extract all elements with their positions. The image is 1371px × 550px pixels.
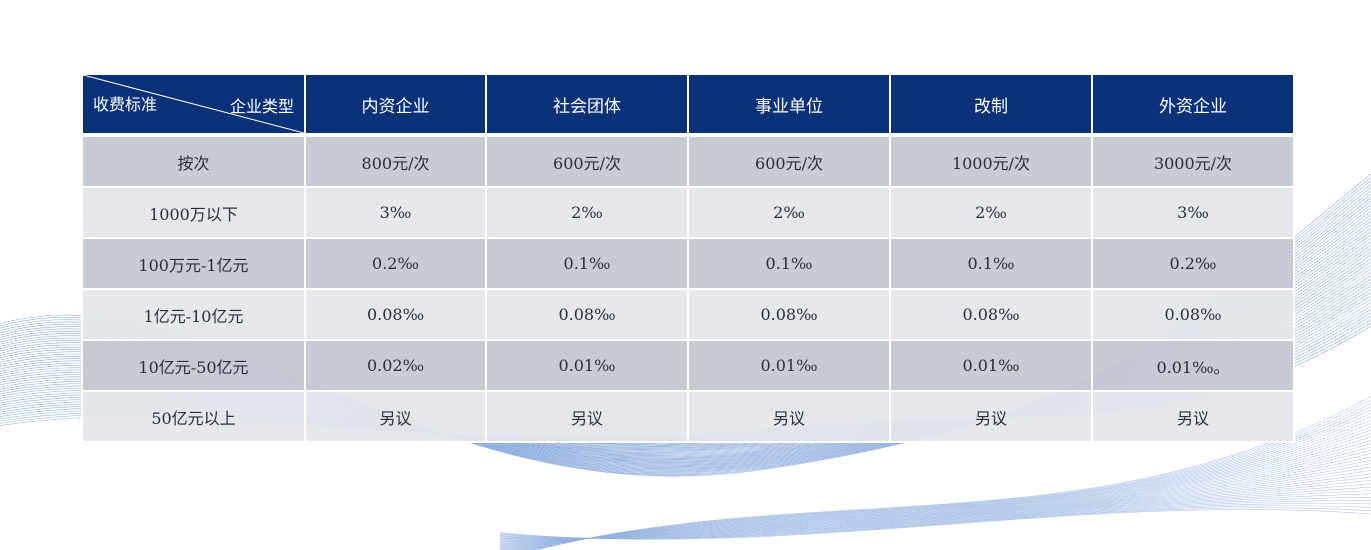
row-label: 1000万以下 — [81, 186, 306, 239]
table-cell: 0.08‰ — [485, 288, 689, 341]
row-label: 1亿元-10亿元 — [81, 288, 306, 341]
table-row: 1000万以下 3‰ 2‰ 2‰ 2‰ 3‰ — [81, 186, 1295, 239]
header-row: 收费标准 企业类型 内资企业 社会团体 事业单位 改制 外资企业 — [81, 73, 1295, 136]
table-row: 50亿元以上 另议 另议 另议 另议 另议 — [81, 390, 1295, 443]
table-cell: 3000元/次 — [1091, 133, 1295, 188]
table-cell: 0.08‰ — [304, 288, 487, 341]
table-cell: 0.2‰ — [304, 237, 487, 290]
column-header: 社会团体 — [485, 73, 689, 136]
table-cell: 0.1‰ — [485, 237, 689, 290]
table-cell: 0.1‰ — [687, 237, 891, 290]
table-cell: 0.02‰ — [304, 339, 487, 392]
column-header: 内资企业 — [304, 73, 487, 136]
table-cell: 另议 — [485, 390, 689, 443]
table-cell: 0.08‰ — [1091, 288, 1295, 341]
table-cell: 600元/次 — [687, 133, 891, 188]
table-cell: 3‰ — [304, 186, 487, 239]
table-cell: 3‰ — [1091, 186, 1295, 239]
table-cell: 0.01‰ — [889, 339, 1093, 392]
corner-header-cell: 收费标准 企业类型 — [81, 73, 306, 136]
table-cell: 0.1‰ — [889, 237, 1093, 290]
table-cell: 0.2‰ — [1091, 237, 1295, 290]
table-cell: 另议 — [687, 390, 891, 443]
fee-table: 收费标准 企业类型 内资企业 社会团体 事业单位 改制 外资企业 按次 800元… — [81, 73, 1295, 443]
row-label: 50亿元以上 — [81, 390, 306, 443]
row-label: 10亿元-50亿元 — [81, 339, 306, 392]
table-cell: 0.01‰。 — [1091, 339, 1295, 392]
table-cell: 2‰ — [687, 186, 891, 239]
column-header: 改制 — [889, 73, 1093, 136]
table-cell: 1000元/次 — [889, 133, 1093, 188]
table-cell: 800元/次 — [304, 133, 487, 188]
table-cell: 另议 — [1091, 390, 1295, 443]
table-cell: 2‰ — [485, 186, 689, 239]
column-header: 外资企业 — [1091, 73, 1295, 136]
corner-label-standard: 收费标准 — [93, 95, 158, 114]
diagonal-divider — [83, 75, 304, 133]
table-row: 100万元-1亿元 0.2‰ 0.1‰ 0.1‰ 0.1‰ 0.2‰ — [81, 237, 1295, 290]
column-header: 事业单位 — [687, 73, 891, 136]
table-cell: 0.08‰ — [889, 288, 1093, 341]
table-cell: 0.01‰ — [485, 339, 689, 392]
table-cell: 600元/次 — [485, 133, 689, 188]
table-cell: 2‰ — [889, 186, 1093, 239]
fee-table-container: 收费标准 企业类型 内资企业 社会团体 事业单位 改制 外资企业 按次 800元… — [81, 73, 1295, 443]
table-row: 1亿元-10亿元 0.08‰ 0.08‰ 0.08‰ 0.08‰ 0.08‰ — [81, 288, 1295, 341]
corner-label-type: 企业类型 — [229, 97, 294, 116]
table-cell: 0.08‰ — [687, 288, 891, 341]
table-cell: 另议 — [304, 390, 487, 443]
table-row: 按次 800元/次 600元/次 600元/次 1000元/次 3000元/次 — [81, 133, 1295, 188]
row-label: 按次 — [81, 133, 306, 188]
table-row: 10亿元-50亿元 0.02‰ 0.01‰ 0.01‰ 0.01‰ 0.01‰。 — [81, 339, 1295, 392]
table-cell: 0.01‰ — [687, 339, 891, 392]
row-label: 100万元-1亿元 — [81, 237, 306, 290]
table-cell: 另议 — [889, 390, 1093, 443]
